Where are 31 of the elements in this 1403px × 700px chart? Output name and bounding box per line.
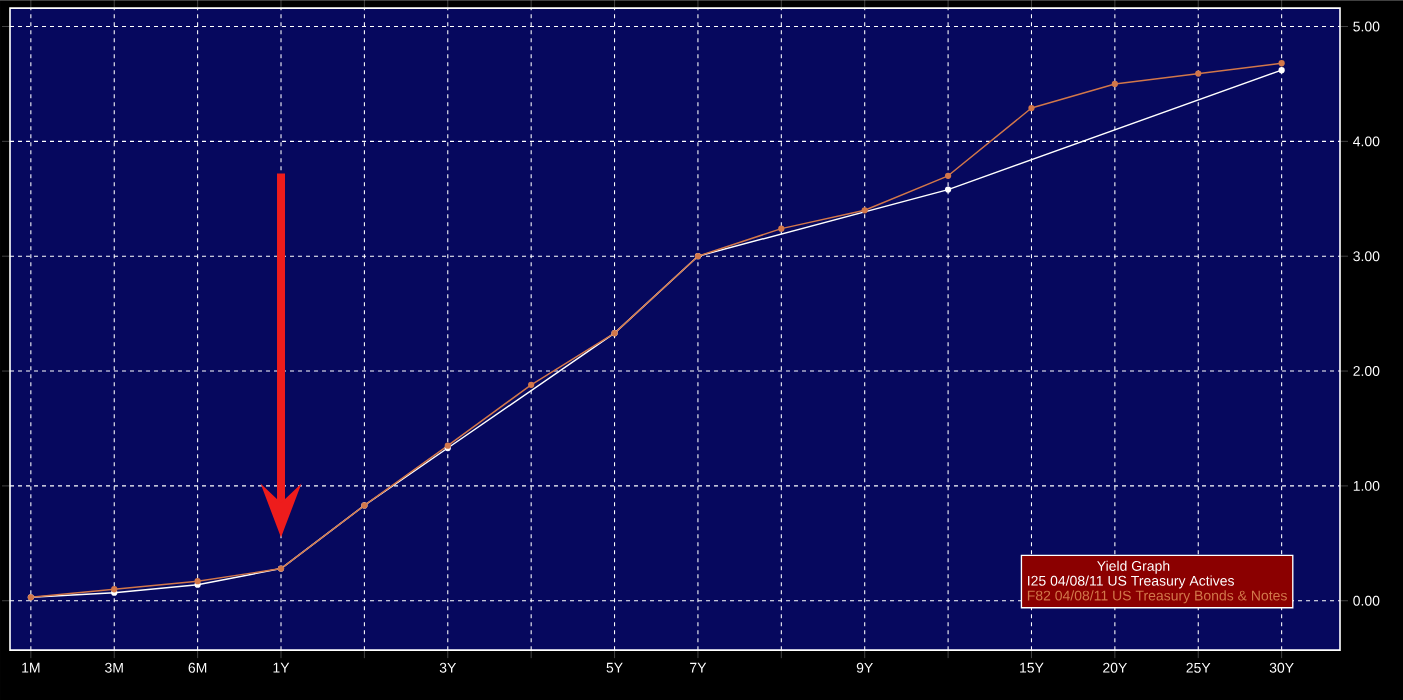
text: I25 04/08/11 US Treasury Actives [1028,575,1234,589]
point [1111,80,1119,87]
x-tick-label: 25Y [1186,662,1211,673]
x-tick-label: 20Y [1103,662,1128,673]
point [944,186,952,193]
point [1028,104,1035,112]
y-tick-label: 3.00 [1353,251,1380,262]
x-tick-label: 6M [188,662,207,673]
y-tick-label: 2.00 [1353,366,1380,376]
x-tick-label: 1Y [273,662,290,673]
y-tick-label: 1.00 [1353,480,1380,491]
text: F82 04/08/11 US Treasury Bonds & Notes [1027,590,1287,604]
x-tick-label: 9Y [856,662,873,673]
y-tick-label: 4.00 [1353,136,1380,147]
point [528,381,535,388]
point [1278,66,1285,74]
point [1195,70,1202,77]
legend-title: Yield Graph [1097,560,1170,574]
x-tick-label: 3M [105,662,123,673]
point [1278,60,1285,67]
y-tick-label: 0.00 [1353,595,1380,606]
point [944,172,952,179]
point [861,207,868,214]
x-tick-label: 3Y [439,662,457,673]
x-tick-label: 7Y [690,662,707,673]
x-tick-label: 1M [22,662,40,673]
point [778,225,785,232]
x-tick-label: 5Y [606,662,623,673]
y-tick-label: 5.00 [1353,21,1380,32]
x-tick-label: 30Y [1269,662,1294,673]
x-tick-label: 15Y [1020,662,1044,673]
